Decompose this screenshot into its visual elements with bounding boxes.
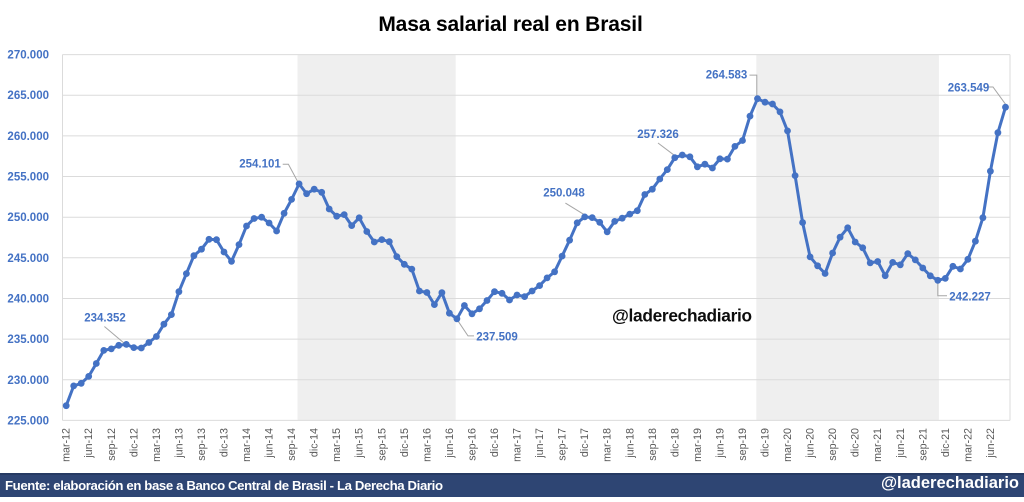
svg-text:237.509: 237.509 — [476, 332, 518, 344]
svg-text:sep-20: sep-20 — [827, 428, 839, 461]
svg-text:jun-14: jun-14 — [264, 428, 276, 459]
svg-text:234.352: 234.352 — [84, 313, 126, 325]
svg-text:sep-18: sep-18 — [647, 428, 659, 461]
svg-text:@laderechadiario: @laderechadiario — [612, 306, 752, 326]
svg-text:mar-13: mar-13 — [151, 428, 163, 462]
svg-text:mar-14: mar-14 — [241, 428, 253, 462]
svg-text:mar-16: mar-16 — [421, 428, 433, 462]
svg-text:jun-13: jun-13 — [173, 428, 185, 459]
svg-text:dic-13: dic-13 — [219, 428, 231, 457]
svg-text:235.000: 235.000 — [7, 334, 49, 346]
svg-text:mar-21: mar-21 — [872, 428, 884, 462]
svg-text:jun-18: jun-18 — [624, 428, 636, 459]
svg-text:265.000: 265.000 — [7, 90, 49, 102]
svg-text:jun-22: jun-22 — [985, 428, 997, 459]
svg-text:sep-17: sep-17 — [557, 428, 569, 461]
svg-text:250.048: 250.048 — [543, 188, 585, 200]
svg-text:sep-15: sep-15 — [376, 428, 388, 461]
svg-text:jun-12: jun-12 — [83, 428, 95, 459]
svg-text:jun-17: jun-17 — [534, 428, 546, 459]
svg-text:dic-17: dic-17 — [579, 428, 591, 457]
svg-text:sep-16: sep-16 — [467, 428, 479, 461]
svg-text:mar-17: mar-17 — [512, 428, 524, 462]
svg-text:264.583: 264.583 — [706, 70, 748, 82]
svg-text:dic-16: dic-16 — [489, 428, 501, 457]
svg-text:257.326: 257.326 — [637, 129, 679, 141]
svg-text:mar-15: mar-15 — [331, 428, 343, 462]
svg-text:jun-16: jun-16 — [444, 428, 456, 459]
svg-text:mar-12: mar-12 — [61, 428, 73, 462]
svg-text:dic-14: dic-14 — [309, 428, 321, 457]
svg-text:dic-19: dic-19 — [760, 428, 772, 457]
svg-text:mar-18: mar-18 — [602, 428, 614, 462]
svg-text:240.000: 240.000 — [7, 294, 49, 306]
svg-text:jun-19: jun-19 — [714, 428, 726, 459]
svg-text:dic-15: dic-15 — [399, 428, 411, 457]
svg-text:dic-18: dic-18 — [669, 428, 681, 457]
svg-text:mar-22: mar-22 — [962, 428, 974, 462]
svg-text:254.101: 254.101 — [239, 159, 281, 171]
svg-text:jun-21: jun-21 — [895, 428, 907, 459]
svg-text:250.000: 250.000 — [7, 212, 49, 224]
svg-text:mar-20: mar-20 — [782, 428, 794, 462]
svg-text:sep-13: sep-13 — [196, 428, 208, 461]
svg-text:270.000: 270.000 — [7, 50, 49, 62]
svg-text:sep-12: sep-12 — [106, 428, 118, 461]
svg-text:242.227: 242.227 — [949, 292, 991, 304]
svg-text:245.000: 245.000 — [7, 253, 49, 265]
svg-text:sep-14: sep-14 — [286, 428, 298, 461]
svg-text:dic-20: dic-20 — [850, 428, 862, 457]
svg-text:230.000: 230.000 — [7, 375, 49, 387]
svg-text:jun-20: jun-20 — [805, 428, 817, 459]
svg-text:260.000: 260.000 — [7, 131, 49, 143]
svg-text:263.549: 263.549 — [948, 83, 990, 95]
svg-text:jun-15: jun-15 — [354, 428, 366, 459]
svg-text:dic-12: dic-12 — [128, 428, 140, 457]
svg-text:255.000: 255.000 — [7, 172, 49, 184]
svg-text:sep-21: sep-21 — [917, 428, 929, 461]
svg-text:sep-19: sep-19 — [737, 428, 749, 461]
svg-text:dic-21: dic-21 — [940, 428, 952, 457]
svg-text:225.000: 225.000 — [7, 415, 49, 427]
svg-text:mar-19: mar-19 — [692, 428, 704, 462]
